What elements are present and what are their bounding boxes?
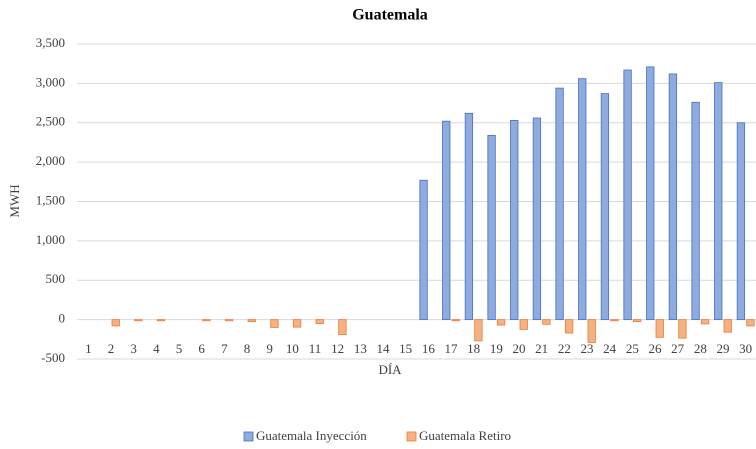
bar	[646, 66, 655, 321]
x-tick-label: 28	[694, 341, 707, 356]
bar	[632, 319, 642, 322]
bar	[587, 319, 596, 343]
y-tick-label: 2,500	[36, 114, 65, 129]
bar	[700, 319, 710, 325]
x-axis-label: DÍA	[378, 362, 402, 377]
x-tick-label: 7	[221, 341, 228, 356]
y-tick-label: 1,500	[36, 192, 65, 207]
x-tick-label: 9	[266, 341, 273, 356]
bar	[247, 319, 256, 322]
x-tick-label: 10	[286, 341, 299, 356]
bar	[519, 319, 528, 330]
y-tick-label: 2,000	[36, 153, 65, 168]
bar	[442, 120, 451, 321]
bar	[714, 82, 723, 321]
bar	[292, 319, 302, 328]
bar	[419, 179, 428, 321]
legend-swatch	[406, 431, 417, 442]
y-tick-label: 0	[59, 311, 66, 326]
x-tick-label: 12	[331, 341, 344, 356]
x-tick-label: 8	[244, 341, 251, 356]
bar	[270, 319, 279, 328]
bar	[610, 319, 619, 322]
bar	[496, 319, 506, 326]
x-tick-label: 20	[513, 341, 526, 356]
x-tick-label: 14	[377, 341, 391, 356]
y-tick-label: 500	[46, 271, 66, 286]
bar	[746, 319, 755, 327]
bar	[542, 319, 551, 325]
bar	[464, 112, 474, 321]
bar	[338, 319, 347, 335]
x-tick-label: 27	[671, 341, 685, 356]
x-tick-label: 18	[467, 341, 480, 356]
bar	[564, 319, 574, 334]
x-tick-label: 5	[176, 341, 183, 356]
x-tick-label: 19	[490, 341, 503, 356]
bar	[736, 122, 746, 321]
bar	[668, 73, 678, 321]
legend-label: Guatemala Inyección	[256, 428, 367, 443]
bar	[224, 319, 234, 322]
bar	[532, 117, 542, 321]
bar	[156, 319, 166, 322]
bar	[451, 319, 460, 322]
x-tick-label: 26	[649, 341, 663, 356]
x-tick-label: 29	[717, 341, 730, 356]
chart-title: Guatemala	[352, 7, 428, 24]
bar	[655, 319, 664, 338]
y-tick-label: 3,000	[36, 74, 65, 89]
bar	[111, 319, 120, 327]
bar	[678, 319, 687, 339]
bar	[578, 78, 587, 321]
x-tick-label: 25	[626, 341, 639, 356]
bar	[691, 101, 700, 321]
y-tick-label: -500	[41, 350, 65, 365]
x-tick-label: 16	[422, 341, 436, 356]
x-tick-label: 15	[399, 341, 412, 356]
x-tick-label: 22	[558, 341, 571, 356]
bar	[555, 87, 564, 321]
y-axis-label: MWH	[7, 184, 22, 217]
bar	[510, 119, 519, 321]
bar	[487, 134, 496, 321]
bar	[474, 319, 483, 342]
bar	[315, 319, 324, 324]
x-tick-label: 4	[153, 341, 160, 356]
x-tick-label: 6	[198, 341, 205, 356]
x-tick-label: 17	[445, 341, 459, 356]
y-tick-label: 3,500	[36, 35, 65, 50]
bar	[600, 93, 610, 321]
x-tick-label: 21	[535, 341, 548, 356]
bar	[623, 69, 632, 321]
y-tick-label: 1,000	[36, 232, 65, 247]
x-tick-label: 11	[309, 341, 322, 356]
bar	[134, 319, 143, 322]
x-tick-label: 3	[130, 341, 137, 356]
x-tick-label: 13	[354, 341, 367, 356]
bar	[202, 319, 211, 322]
legend-swatch	[243, 431, 254, 442]
x-tick-label: 30	[739, 341, 752, 356]
x-tick-label: 1	[85, 341, 92, 356]
legend-label: Guatemala Retiro	[419, 428, 511, 443]
bar	[723, 319, 732, 333]
x-tick-label: 2	[108, 341, 115, 356]
x-tick-label: 23	[581, 341, 594, 356]
x-tick-label: 24	[603, 341, 617, 356]
